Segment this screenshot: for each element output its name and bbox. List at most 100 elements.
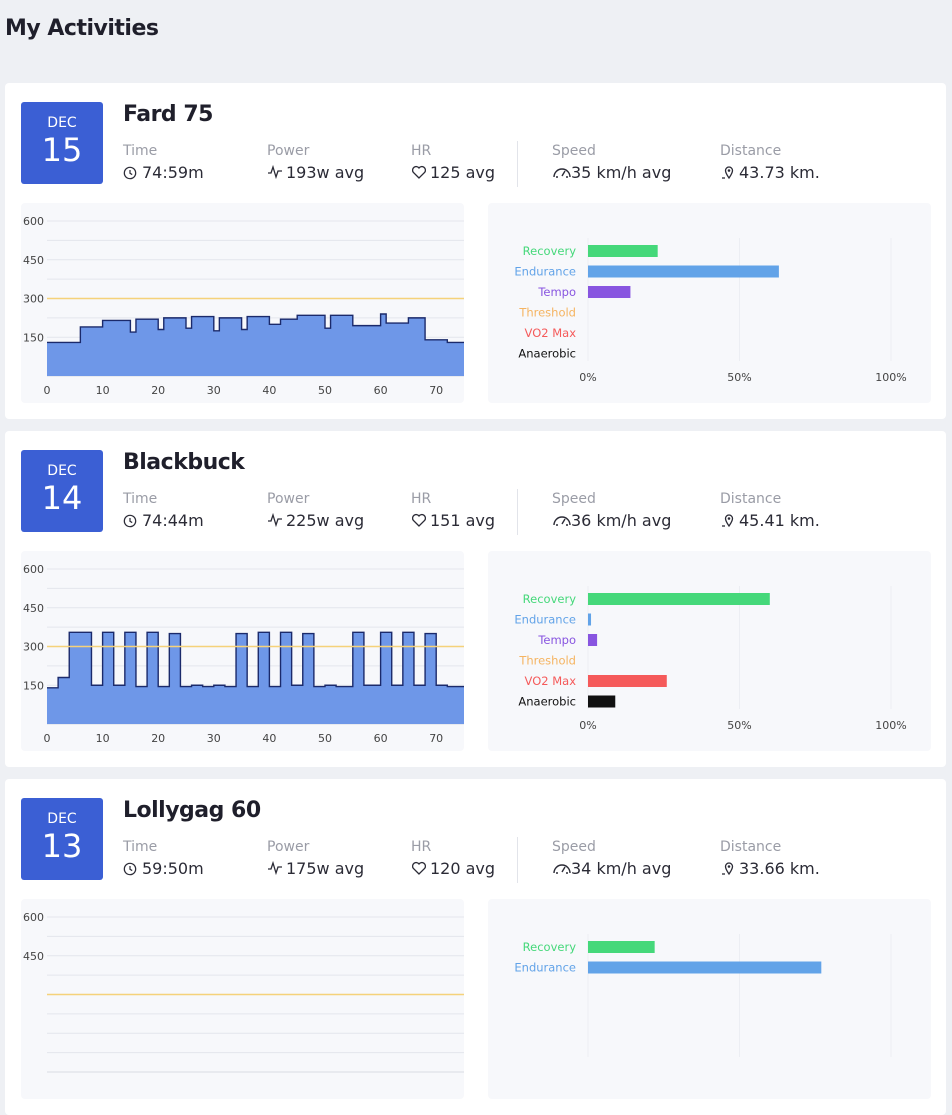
- x-tick-label: 0: [44, 732, 51, 745]
- zone-label: Anaerobic: [518, 695, 576, 709]
- stat-distance: Distance 43.73 km.: [720, 143, 820, 182]
- y-tick-label: 600: [23, 563, 44, 576]
- x-tick-label: 30: [207, 384, 221, 397]
- zone-bar: [588, 286, 631, 298]
- stat-value: 34 km/h avg: [571, 859, 672, 878]
- location-pin-icon: [720, 512, 736, 528]
- stat-label: Speed: [552, 839, 596, 855]
- stat-divider: [517, 837, 518, 883]
- zone-label: Tempo: [537, 633, 576, 647]
- stat-hr: HR 151 avg: [411, 491, 495, 530]
- zone-bar: [588, 613, 592, 626]
- zone-bar: [588, 961, 822, 974]
- y-tick-label: 300: [23, 641, 44, 654]
- stat-value: 151 avg: [430, 511, 496, 530]
- stat-value-row: 35 km/h avg: [552, 163, 671, 182]
- stat-label: Time: [123, 491, 158, 507]
- x-tick-label: 50: [318, 732, 332, 745]
- stat-value-row: 193w avg: [267, 163, 364, 182]
- x-tick-label: 10: [96, 732, 110, 745]
- stat-value-row: 120 avg: [411, 859, 495, 878]
- activity-card[interactable]: DEC 14 Blackbuck Time 74:44m Power 225w avg HR 1…: [5, 431, 946, 767]
- power-chart-svg: 450 600: [23, 911, 464, 1073]
- speedometer-icon: [552, 512, 571, 528]
- stat-value-row: 33.66 km.: [720, 859, 820, 878]
- power-chart[interactable]: 150 300 450 600 0 10 20 30 40 50 60 70: [21, 203, 464, 403]
- x-tick-label: 10: [96, 384, 110, 397]
- zone-label: Endurance: [514, 613, 576, 627]
- stat-label: Power: [267, 491, 310, 507]
- zone-label: Anaerobic: [518, 347, 576, 361]
- stat-value-row: 34 km/h avg: [552, 859, 671, 878]
- stat-value: 36 km/h avg: [571, 511, 672, 530]
- x-tick-label: 40: [262, 384, 276, 397]
- stat-value: 74:59m: [142, 163, 204, 182]
- stat-time: Time 74:44m: [123, 491, 204, 530]
- stat-label: Time: [123, 143, 158, 159]
- activity-card[interactable]: DEC 15 Fard 75 Time 74:59m Power 193w avg HR 125…: [5, 83, 946, 419]
- stat-speed: Speed 35 km/h avg: [552, 143, 671, 182]
- stat-divider: [517, 489, 518, 535]
- stat-value: 225w avg: [286, 511, 365, 530]
- power-line: [47, 313, 464, 344]
- stat-distance: Distance 33.66 km.: [720, 839, 820, 878]
- zone-label: Endurance: [514, 265, 576, 279]
- heart-icon: [411, 512, 427, 528]
- stat-value-row: 36 km/h avg: [552, 511, 671, 530]
- speedometer-icon: [552, 164, 571, 180]
- zone-label: Threshold: [518, 306, 576, 320]
- y-tick-label: 600: [23, 911, 44, 924]
- zones-chart-svg: Recovery Endurance: [514, 934, 892, 1057]
- y-tick-label: 150: [23, 331, 44, 344]
- stat-label: HR: [411, 143, 432, 159]
- x-tick-label: 0%: [579, 371, 596, 384]
- stat-value: 120 avg: [430, 859, 496, 878]
- y-tick-label: 300: [23, 293, 44, 306]
- stat-value: 193w avg: [286, 163, 365, 182]
- x-tick-label: 100%: [875, 719, 906, 732]
- stat-label: Distance: [720, 143, 782, 159]
- power-zones-chart[interactable]: Recovery Endurance: [488, 899, 931, 1099]
- zone-label: Tempo: [537, 285, 576, 299]
- stat-label: Distance: [720, 491, 782, 507]
- date-month: DEC: [47, 811, 77, 827]
- zone-label: Endurance: [514, 961, 576, 975]
- x-tick-label: 30: [207, 732, 221, 745]
- date-badge: DEC 13: [21, 798, 103, 880]
- power-zones-chart[interactable]: 0% 50% 100% Recovery Endurance Tempo Threshold…: [488, 551, 931, 751]
- activity-card[interactable]: DEC 13 Lollygag 60 Time 59:50m Power 175w avg H…: [5, 779, 946, 1115]
- x-tick-label: 60: [374, 732, 388, 745]
- power-zones-chart[interactable]: 0% 50% 100% Recovery Endurance Tempo Threshold…: [488, 203, 931, 403]
- zone-bar: [588, 695, 616, 708]
- stat-value-row: 225w avg: [267, 511, 364, 530]
- activity-name[interactable]: Fard 75: [123, 102, 213, 127]
- power-chart[interactable]: 450 600: [21, 899, 464, 1099]
- y-tick-label: 450: [23, 950, 44, 963]
- stat-time: Time 74:59m: [123, 143, 204, 182]
- location-pin-icon: [720, 164, 736, 180]
- stat-speed: Speed 36 km/h avg: [552, 491, 671, 530]
- activity-name[interactable]: Blackbuck: [123, 450, 245, 475]
- date-badge: DEC 14: [21, 450, 103, 532]
- stat-label: Time: [123, 839, 158, 855]
- date-day: 13: [41, 827, 83, 865]
- zone-label: Recovery: [523, 244, 577, 258]
- stat-power: Power 175w avg: [267, 839, 364, 878]
- x-tick-label: 20: [151, 384, 165, 397]
- zones-chart-svg: 0% 50% 100% Recovery Endurance Tempo Threshold…: [514, 238, 907, 384]
- x-tick-label: 50%: [727, 371, 751, 384]
- x-tick-label: 50: [318, 384, 332, 397]
- y-tick-label: 450: [23, 254, 44, 267]
- power-chart[interactable]: 150 300 450 600 0 10 20 30 40 50 60 70: [21, 551, 464, 751]
- date-day: 14: [41, 479, 83, 517]
- x-tick-label: 0%: [579, 719, 596, 732]
- power-chart-svg: 150 300 450 600 0 10 20 30 40 50 60 70: [23, 563, 464, 745]
- stat-value-row: 125 avg: [411, 163, 495, 182]
- page-title: My Activities: [5, 16, 159, 41]
- date-badge: DEC 15: [21, 102, 103, 184]
- activity-name[interactable]: Lollygag 60: [123, 798, 261, 823]
- location-pin-icon: [720, 860, 736, 876]
- stat-value: 45.41 km.: [739, 511, 820, 530]
- stat-label: Speed: [552, 143, 596, 159]
- stat-value-row: 43.73 km.: [720, 163, 820, 182]
